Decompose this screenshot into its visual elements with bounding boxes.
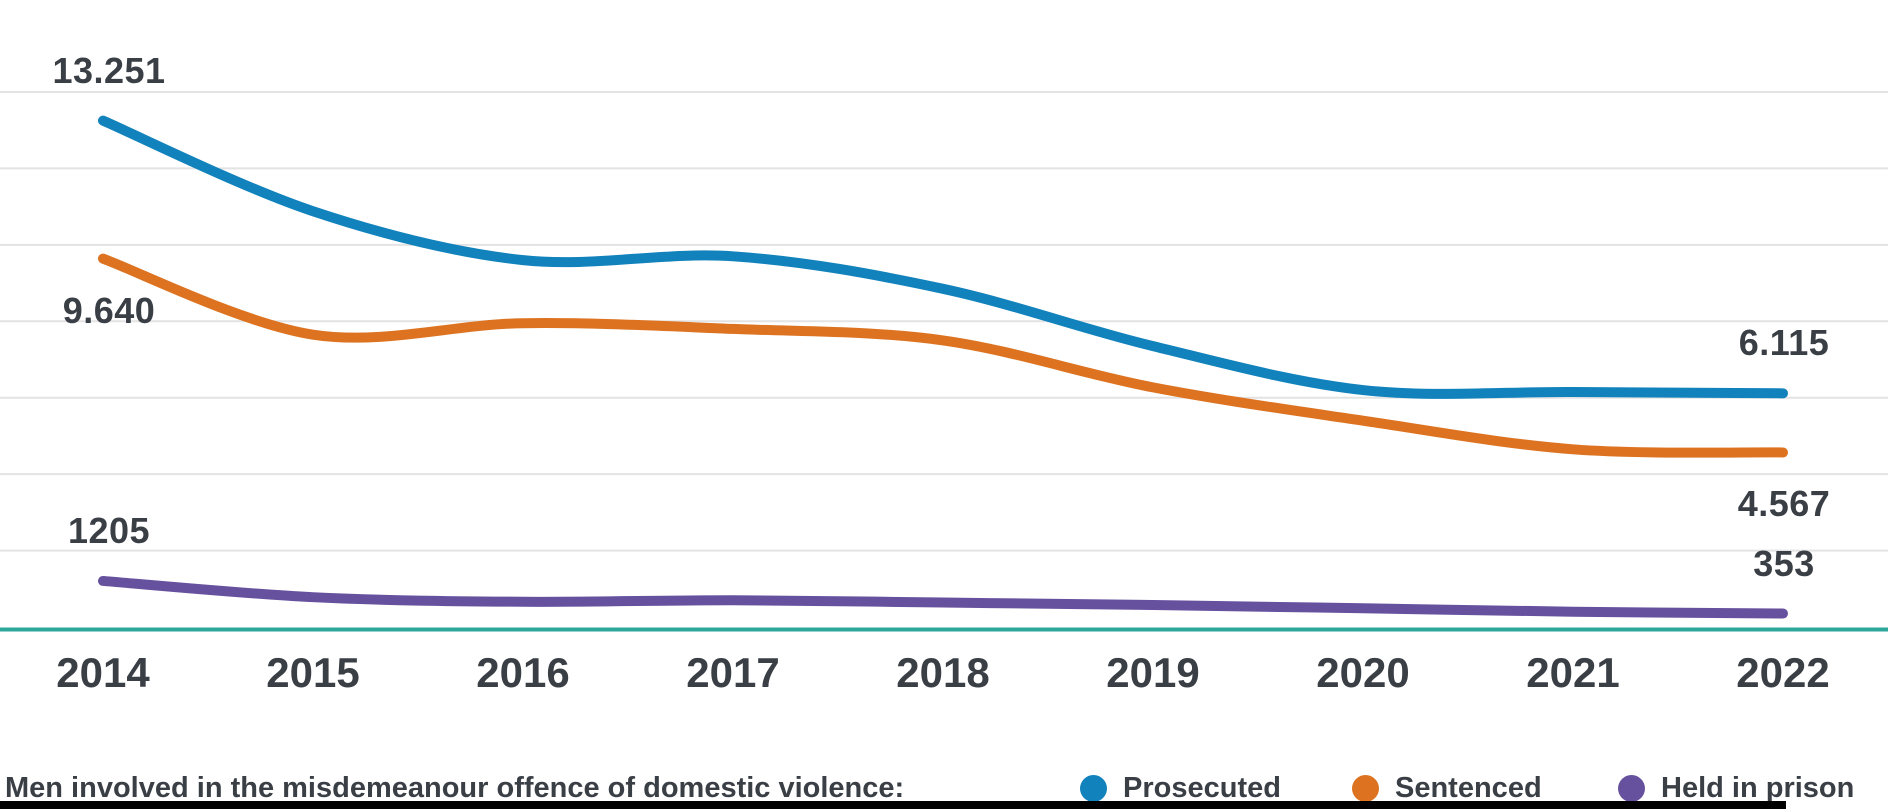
legend-item-held-in-prison: Held in prison (1618, 766, 1854, 809)
legend-item-prosecuted: Prosecuted (1080, 766, 1281, 809)
bottom-border-bar (0, 801, 1786, 809)
prosecuted-dot-icon (1080, 774, 1107, 802)
sentenced-line (98, 253, 1788, 458)
x-axis-label-2015: 2015 (266, 649, 360, 696)
sentenced-start-label: 9.640 (62, 289, 156, 331)
legend: Men involved in the misdemeanour offence… (0, 766, 1888, 809)
prosecuted-line (98, 115, 1788, 399)
x-axis-label-2014: 2014 (56, 649, 150, 696)
x-axis-label-2022: 2022 (1736, 649, 1830, 696)
legend-caption: Men involved in the misdemeanour offence… (5, 772, 905, 804)
x-axis-label-2018: 2018 (896, 649, 990, 696)
held-in-prison-start-label: 1205 (67, 509, 151, 551)
sentenced-dot-icon (1352, 774, 1379, 802)
series-lines (98, 115, 1788, 619)
legend-item-sentenced: Sentenced (1352, 766, 1542, 809)
held-in-prison-line (98, 575, 1788, 619)
x-axis-label-2020: 2020 (1316, 649, 1410, 696)
x-axis-label-2021: 2021 (1526, 649, 1620, 696)
legend-item-label: Prosecuted (1123, 772, 1281, 804)
legend-item-label: Held in prison (1661, 772, 1855, 804)
x-axis-label-2019: 2019 (1106, 649, 1200, 696)
x-axis-label-2016: 2016 (476, 649, 570, 696)
held-in-prison-dot-icon (1618, 774, 1645, 802)
held-in-prison-end-label: 353 (1753, 542, 1815, 584)
legend-item-label: Sentenced (1395, 772, 1542, 804)
x-axis-label-2017: 2017 (686, 649, 780, 696)
prosecuted-end-label: 6.115 (1738, 322, 1830, 364)
prosecuted-start-label: 13.251 (52, 49, 166, 91)
sentenced-end-label: 4.567 (1737, 483, 1831, 525)
gridlines (0, 91, 1888, 552)
